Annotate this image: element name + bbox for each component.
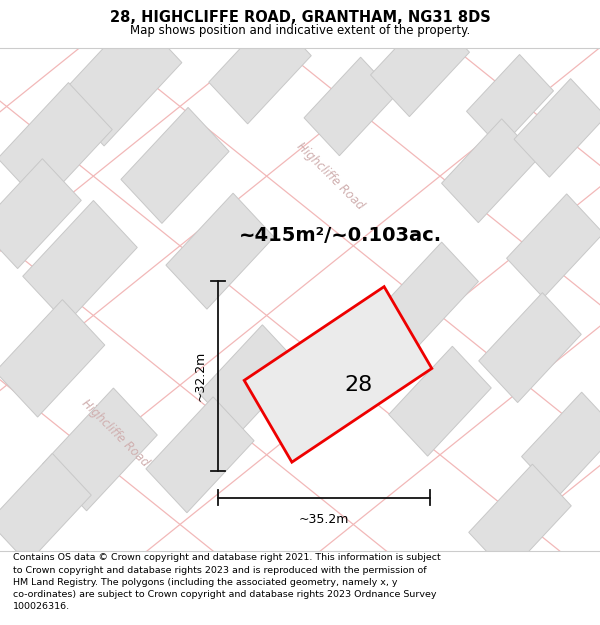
Polygon shape — [521, 392, 600, 496]
Text: ~35.2m: ~35.2m — [299, 512, 349, 526]
Polygon shape — [244, 287, 432, 462]
Polygon shape — [382, 242, 478, 346]
Text: ~32.2m: ~32.2m — [193, 351, 206, 401]
Polygon shape — [0, 299, 105, 417]
Polygon shape — [0, 453, 91, 563]
Text: 28, HIGHCLIFFE ROAD, GRANTHAM, NG31 8DS: 28, HIGHCLIFFE ROAD, GRANTHAM, NG31 8DS — [110, 9, 490, 24]
Polygon shape — [0, 82, 112, 206]
Text: Contains OS data © Crown copyright and database right 2021. This information is : Contains OS data © Crown copyright and d… — [13, 554, 441, 611]
Polygon shape — [514, 79, 600, 177]
Polygon shape — [304, 57, 396, 156]
Polygon shape — [23, 201, 137, 323]
Polygon shape — [166, 193, 274, 309]
Polygon shape — [121, 107, 229, 223]
Polygon shape — [43, 388, 157, 511]
Text: ~415m²/~0.103ac.: ~415m²/~0.103ac. — [238, 226, 442, 244]
Polygon shape — [389, 346, 491, 456]
Text: Highcliffe Road: Highcliffe Road — [79, 397, 151, 469]
Polygon shape — [442, 119, 538, 222]
Polygon shape — [469, 464, 571, 574]
Polygon shape — [146, 397, 254, 512]
Polygon shape — [506, 194, 600, 298]
Polygon shape — [58, 13, 182, 146]
Polygon shape — [209, 14, 311, 124]
Polygon shape — [371, 11, 469, 117]
Polygon shape — [467, 54, 553, 148]
Text: Map shows position and indicative extent of the property.: Map shows position and indicative extent… — [130, 24, 470, 37]
Polygon shape — [479, 292, 581, 402]
Polygon shape — [0, 159, 81, 269]
Text: 28: 28 — [344, 375, 372, 395]
Polygon shape — [199, 325, 301, 435]
Text: Highcliffe Road: Highcliffe Road — [294, 140, 366, 212]
